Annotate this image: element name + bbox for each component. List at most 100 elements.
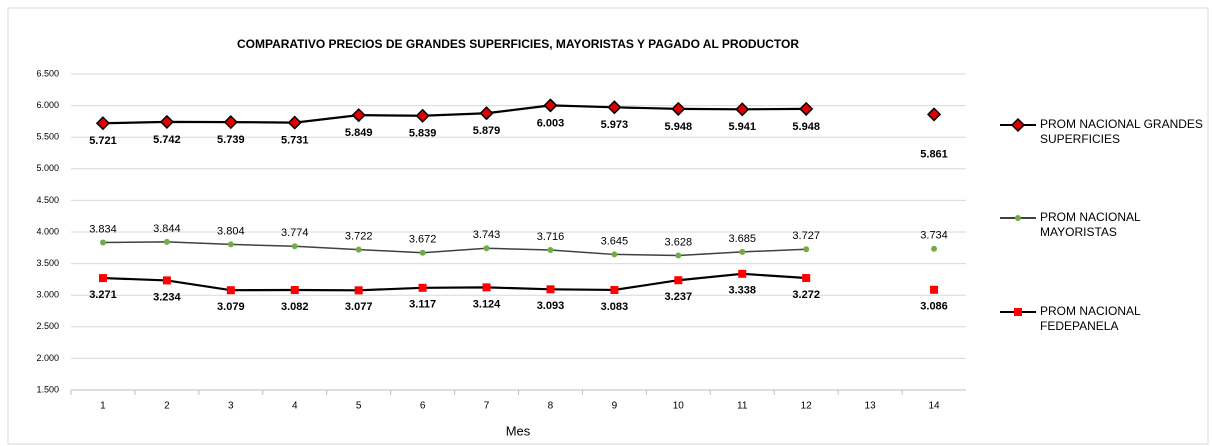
data-label: 3.734 bbox=[920, 230, 948, 242]
data-label: 3.804 bbox=[217, 225, 245, 237]
data-label: 3.672 bbox=[409, 234, 437, 246]
marker bbox=[98, 274, 107, 283]
marker bbox=[163, 238, 170, 245]
marker bbox=[227, 241, 234, 248]
x-tick-label: 1 bbox=[100, 401, 106, 412]
y-tick-label: 4.000 bbox=[36, 226, 59, 236]
marker bbox=[159, 114, 174, 129]
marker bbox=[223, 115, 238, 130]
x-tick-label: 14 bbox=[928, 401, 940, 412]
x-tick-label: 2 bbox=[164, 401, 170, 412]
x-tick-label: 12 bbox=[801, 401, 813, 412]
marker bbox=[99, 239, 106, 246]
data-label: 3.082 bbox=[281, 301, 309, 313]
legend-label: PROM NACIONAL MAYORISTAS bbox=[1040, 210, 1141, 239]
data-label: 3.077 bbox=[345, 301, 373, 313]
x-axis-title: Mes bbox=[506, 423, 531, 438]
data-label: 5.861 bbox=[920, 148, 948, 160]
marker bbox=[671, 101, 686, 116]
data-label: 5.948 bbox=[665, 121, 693, 133]
data-label: 3.234 bbox=[153, 291, 181, 303]
marker bbox=[95, 116, 111, 131]
marker bbox=[735, 102, 750, 117]
y-tick-label: 5.000 bbox=[36, 163, 59, 173]
data-label: 3.124 bbox=[473, 298, 501, 310]
marker bbox=[547, 246, 554, 253]
marker bbox=[543, 98, 558, 113]
data-label: 3.844 bbox=[153, 223, 181, 235]
data-label: 3.834 bbox=[89, 223, 117, 235]
marker bbox=[803, 246, 810, 253]
x-tick-label: 13 bbox=[865, 401, 877, 412]
marker bbox=[162, 276, 171, 285]
marker bbox=[738, 269, 747, 278]
marker bbox=[415, 108, 430, 123]
data-label: 5.739 bbox=[217, 134, 245, 146]
frame bbox=[7, 7, 1209, 445]
data-label: 3.237 bbox=[665, 291, 693, 303]
y-tick-label: 1.500 bbox=[36, 384, 59, 394]
data-label: 3.271 bbox=[89, 289, 117, 301]
marker bbox=[479, 106, 494, 121]
marker bbox=[611, 251, 618, 258]
marker bbox=[610, 285, 619, 294]
x-tick-label: 8 bbox=[548, 401, 554, 412]
data-label: 5.721 bbox=[89, 135, 117, 147]
marker bbox=[291, 243, 298, 250]
marker bbox=[290, 286, 299, 295]
marker bbox=[802, 274, 811, 283]
data-label: 5.879 bbox=[473, 125, 501, 137]
y-tick-label: 2.000 bbox=[36, 353, 59, 363]
series-line bbox=[103, 242, 934, 256]
y-tick-label: 5.500 bbox=[36, 132, 59, 142]
marker bbox=[354, 286, 363, 295]
marker bbox=[419, 249, 426, 256]
data-label: 3.086 bbox=[920, 301, 948, 313]
marker bbox=[739, 248, 746, 255]
y-tick-label: 3.500 bbox=[36, 258, 59, 268]
data-label: 3.628 bbox=[665, 236, 693, 248]
marker bbox=[930, 285, 939, 294]
data-label: 3.743 bbox=[473, 229, 501, 241]
data-label: 5.849 bbox=[345, 127, 373, 139]
data-label: 5.941 bbox=[728, 121, 756, 133]
y-tick-label: 6.000 bbox=[36, 100, 59, 110]
data-label: 5.839 bbox=[409, 128, 437, 140]
data-label: 3.083 bbox=[601, 301, 629, 313]
data-label: 3.079 bbox=[217, 301, 245, 313]
data-label: 3.685 bbox=[728, 233, 756, 245]
marker bbox=[483, 245, 490, 252]
marker bbox=[675, 252, 682, 259]
x-tick-label: 5 bbox=[356, 401, 362, 412]
marker bbox=[1015, 215, 1021, 221]
y-tick-label: 6.500 bbox=[36, 68, 59, 78]
marker bbox=[799, 101, 814, 116]
marker bbox=[1014, 308, 1022, 316]
data-label: 3.117 bbox=[409, 299, 436, 311]
data-label: 5.742 bbox=[153, 134, 181, 146]
y-tick-label: 4.500 bbox=[36, 195, 59, 205]
data-label: 3.727 bbox=[792, 230, 820, 242]
x-tick-label: 10 bbox=[673, 401, 685, 412]
marker bbox=[674, 276, 683, 285]
chart-title: COMPARATIVO PRECIOS DE GRANDES SUPERFICI… bbox=[237, 37, 799, 51]
marker bbox=[418, 283, 427, 292]
marker bbox=[546, 285, 555, 294]
data-label: 5.948 bbox=[792, 121, 820, 133]
x-tick-label: 7 bbox=[484, 401, 490, 412]
y-tick-label: 3.000 bbox=[36, 290, 59, 300]
marker bbox=[287, 115, 302, 130]
marker bbox=[607, 100, 622, 115]
data-label: 6.003 bbox=[537, 117, 565, 129]
data-label: 3.338 bbox=[728, 285, 756, 297]
data-label: 3.716 bbox=[537, 231, 565, 243]
marker bbox=[482, 283, 491, 292]
marker bbox=[926, 107, 942, 122]
data-label: 3.645 bbox=[601, 235, 629, 247]
data-label: 5.973 bbox=[601, 119, 629, 131]
data-label: 3.093 bbox=[537, 300, 565, 312]
legend-label: PROM NACIONAL GRANDES SUPERFICIES bbox=[1040, 117, 1203, 146]
x-tick-label: 3 bbox=[228, 401, 234, 412]
marker bbox=[351, 108, 366, 123]
